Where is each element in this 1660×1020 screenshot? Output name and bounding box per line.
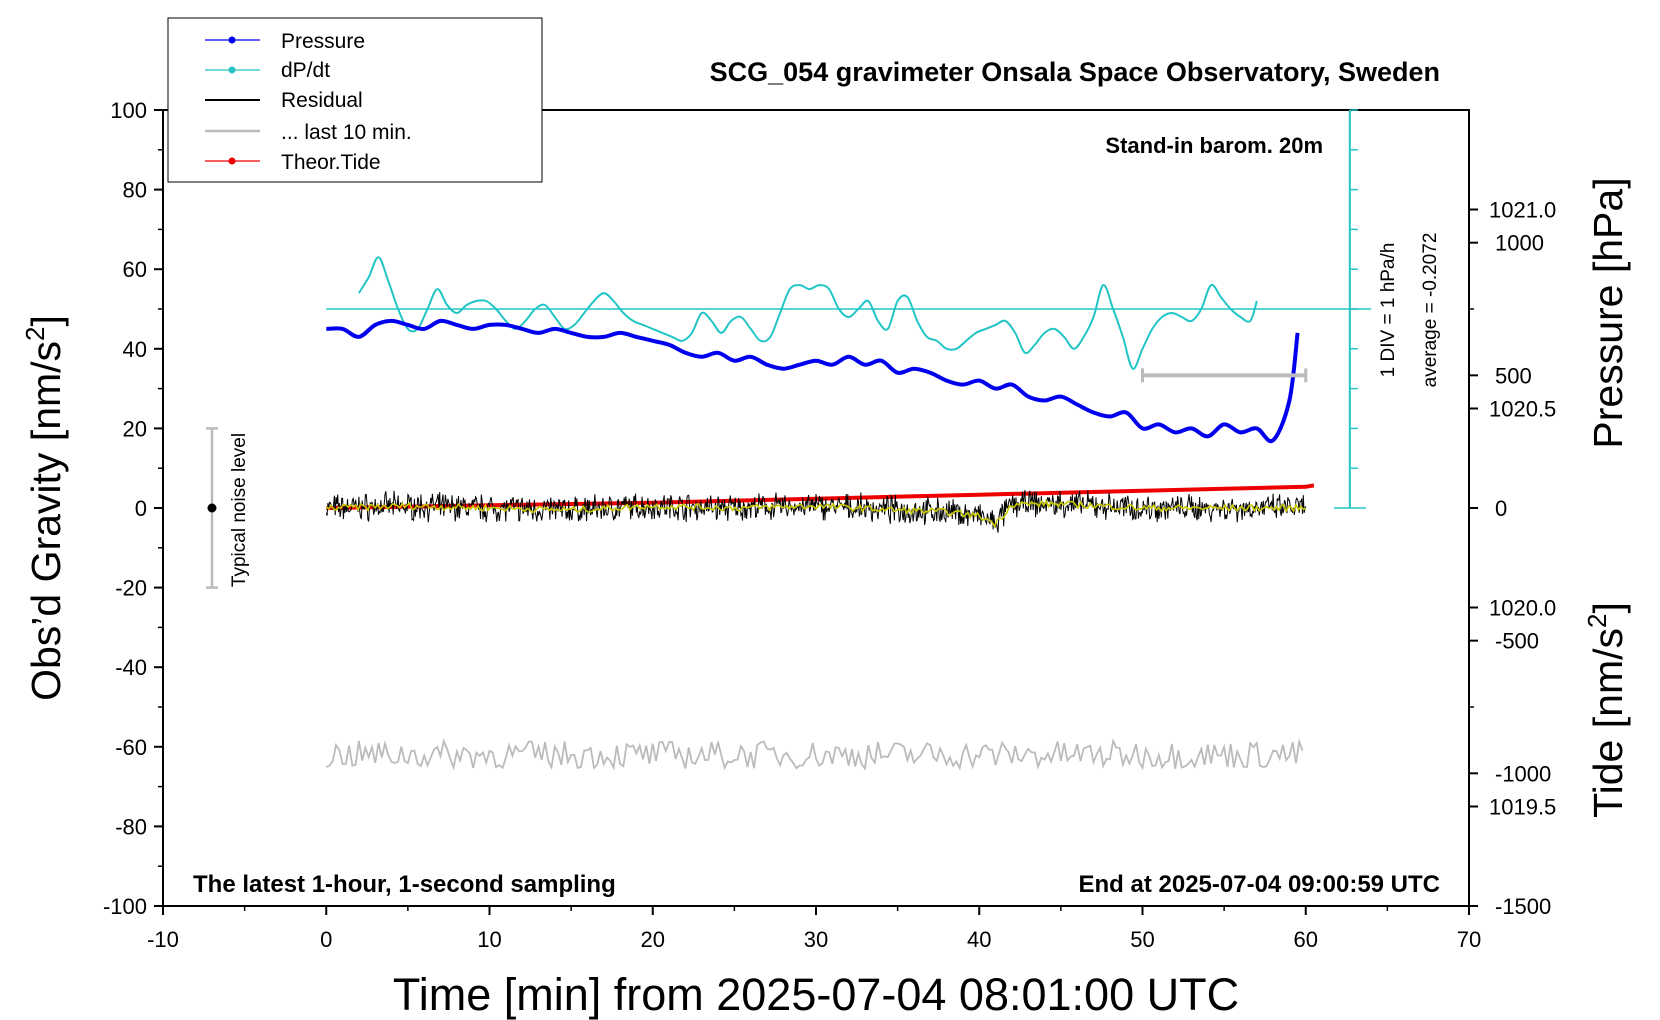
noise-label: Typical noise level (229, 433, 250, 587)
pressure-axis-title: Pressure [hPa] (1585, 177, 1631, 448)
sampling-note: The latest 1-hour, 1-second sampling (193, 871, 616, 898)
div-label: 1 DIV = 1 hPa/h (1378, 243, 1399, 378)
tide-tick-label: -1500 (1495, 894, 1551, 919)
tide-axis-title-end: ] (1585, 602, 1631, 613)
y-tick-label: -80 (115, 814, 147, 839)
x-axis-title: Time [min] from 2025-07-04 08:01:00 UTC (393, 969, 1239, 1020)
x-tick-label: 60 (1294, 927, 1318, 952)
legend-residual-label: Residual (281, 89, 363, 112)
x-tick-label: 20 (641, 927, 665, 952)
dpdt-series (358, 256, 1258, 370)
y-tick-label: -100 (103, 894, 147, 919)
tide-tick-label: 0 (1495, 496, 1507, 521)
last-10-min-line (325, 738, 1304, 771)
x-tick-label: 0 (320, 927, 332, 952)
y-tick-label: -20 (115, 576, 147, 601)
y-tick-label: 100 (110, 98, 147, 123)
legend-tide-label: Theor.Tide (281, 151, 381, 174)
residual-line (325, 490, 1307, 533)
chart-title: SCG_054 gravimeter Onsala Space Observat… (710, 57, 1440, 87)
x-tick-label: 10 (477, 927, 501, 952)
theor-tide-line (326, 483, 1315, 510)
y-tick-label: 60 (123, 257, 147, 282)
y-tick-label: 20 (123, 416, 147, 441)
legend-dpdt-marker (228, 66, 236, 74)
pressure-tick-label: 1019.5 (1489, 795, 1556, 820)
x-tick-label: 40 (967, 927, 991, 952)
y-tick-label: 80 (123, 178, 147, 203)
y-axis-title: Obs’d Gravity [nm/s2] (20, 315, 69, 701)
tide-tick-label: -500 (1495, 629, 1539, 654)
barometer-note: Stand-in barom. 20m (1105, 133, 1323, 158)
residual-series (325, 490, 1307, 533)
pressure-series (326, 318, 1300, 444)
last-10-min-series (325, 738, 1304, 771)
tide-tick-label: 500 (1495, 363, 1532, 388)
residual-smooth-line (325, 499, 1306, 529)
axes: -10 0 10 20 30 40 50 60 70100806040200-20-40-60-… (103, 98, 1556, 952)
legend-pressure-marker (228, 36, 236, 44)
pressure-tick-label: 1020.5 (1489, 397, 1556, 422)
y-tick-label: 0 (135, 496, 147, 521)
tide-tick-label: -1000 (1495, 761, 1551, 786)
y-tick-label: -40 (115, 655, 147, 680)
noise-bar-center (207, 503, 217, 513)
y-tick-label: 40 (123, 337, 147, 362)
y-axis-title-end: ] (23, 315, 69, 326)
theor-tide-series (326, 483, 1315, 510)
average-label: average = -0.2072 (1420, 233, 1441, 388)
x-tick-label: 70 (1457, 927, 1481, 952)
annotations-graphics (205, 109, 1372, 589)
pressure-line (326, 318, 1300, 444)
legend: Pressure dP/dt Residual ... last 10 min.… (167, 17, 543, 183)
pressure-tick-label: 1021.0 (1489, 198, 1556, 223)
y-tick-label: -60 (115, 735, 147, 760)
y-axis-title-main: Obs’d Gravity [nm/s (23, 341, 69, 701)
x-tick-label: 50 (1130, 927, 1154, 952)
legend-pressure-label: Pressure (281, 30, 365, 53)
dpdt-line (358, 256, 1258, 370)
x-tick-label: 30 (804, 927, 828, 952)
y-axis-title-sup: 2 (20, 326, 50, 340)
pressure-tick-label: 1020.0 (1489, 596, 1556, 621)
legend-tide-marker (228, 157, 236, 165)
legend-last10-label: ... last 10 min. (281, 121, 412, 144)
end-time-note: End at 2025-07-04 09:00:59 UTC (1079, 871, 1441, 898)
legend-dpdt-label: dP/dt (281, 59, 330, 82)
tide-axis-title-main: Tide [nm/s (1585, 628, 1631, 818)
x-tick-label: -10 (147, 927, 179, 952)
tide-tick-label: 1000 (1495, 231, 1544, 256)
tide-axis-title: Tide [nm/s2] (1582, 602, 1631, 818)
tide-axis-title-sup: 2 (1582, 614, 1612, 628)
